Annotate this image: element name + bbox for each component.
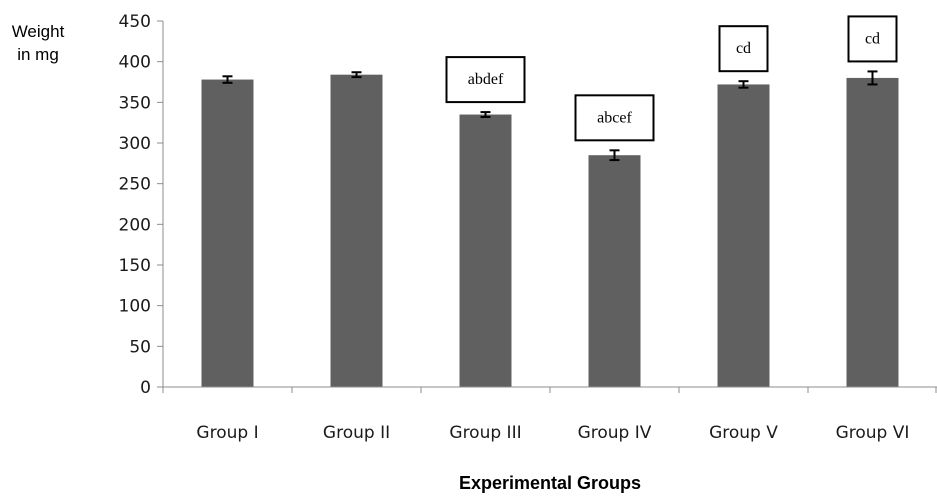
x-tick-label: Group II xyxy=(323,423,390,443)
annotation-box xyxy=(847,15,898,63)
y-tick-label: 300 xyxy=(119,134,151,154)
bar xyxy=(201,79,254,387)
bar xyxy=(846,77,899,387)
annotation-box xyxy=(718,25,769,73)
x-tick-label: Group I xyxy=(196,423,258,443)
bar xyxy=(330,74,383,388)
x-tick-label: Group IV xyxy=(578,423,652,443)
y-tick-label: 250 xyxy=(119,175,151,195)
x-tick-label: Group VI xyxy=(836,423,910,443)
bars xyxy=(201,74,899,388)
bar xyxy=(717,84,770,387)
error-bars xyxy=(222,70,878,162)
bar xyxy=(588,155,641,387)
y-tick-label: 150 xyxy=(119,256,151,276)
annotation-label: cd xyxy=(865,30,880,47)
annotation-label: abcef xyxy=(597,109,632,126)
significance-annotations: abdef abcef cd cd xyxy=(445,15,898,142)
y-axis-label-line-1: Weight xyxy=(12,22,65,41)
y-tick-label: 200 xyxy=(119,215,151,235)
y-tick-label: 100 xyxy=(119,297,151,317)
x-tick-label: Group III xyxy=(449,423,521,443)
bar xyxy=(459,114,512,388)
y-tick-label: 0 xyxy=(140,378,151,398)
x-axis-title: Experimental Groups xyxy=(459,473,641,493)
y-tick-label: 350 xyxy=(119,93,151,113)
y-axis: 0 50 100 150 200 250 300 350 400 450 xyxy=(119,12,164,398)
annotation-box xyxy=(445,56,526,104)
y-tick-label: 400 xyxy=(119,53,151,73)
y-axis-label-line-2: in mg xyxy=(17,45,59,64)
annotation-label: cd xyxy=(736,40,751,57)
x-tick-label: Group V xyxy=(709,423,778,443)
y-tick-label: 450 xyxy=(119,12,151,32)
x-axis: Group I Group II Group III Group IV Group V G… xyxy=(162,386,937,443)
annotation-label: abdef xyxy=(468,71,504,88)
annotation-box xyxy=(574,94,655,142)
y-tick-label: 50 xyxy=(129,337,151,357)
